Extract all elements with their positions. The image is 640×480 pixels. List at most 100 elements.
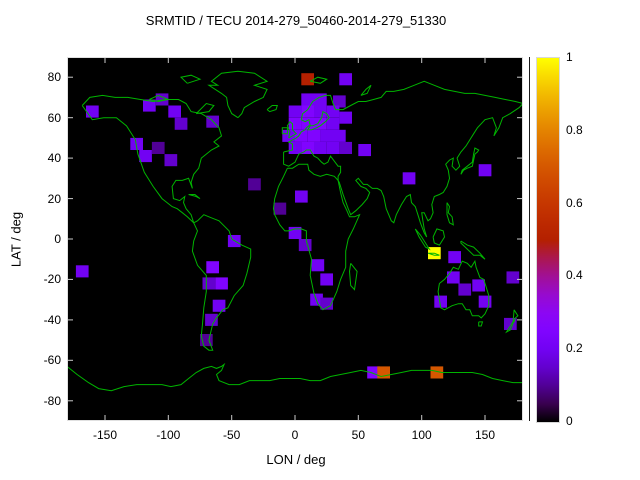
data-cell	[402, 172, 416, 185]
coastline	[309, 76, 328, 84]
data-cell	[358, 144, 371, 157]
coastline	[179, 74, 202, 84]
coastline	[66, 362, 523, 392]
data-cell	[472, 279, 485, 292]
data-cell	[143, 99, 156, 112]
data-cell	[339, 73, 352, 86]
data-cell	[273, 202, 287, 215]
data-cell	[447, 271, 460, 284]
x-axis-label: LON / deg	[266, 452, 326, 467]
x-tick-label: 150	[474, 428, 496, 442]
data-cell	[155, 93, 169, 106]
y-tick-label: 80	[47, 70, 61, 85]
x-tick-label: -150	[92, 428, 118, 442]
separator-line	[529, 57, 530, 421]
coastline	[149, 94, 171, 103]
data-cell	[326, 141, 340, 154]
coastline	[81, 94, 223, 225]
data-cell	[314, 117, 327, 130]
data-cell	[314, 105, 327, 118]
data-cell	[130, 137, 143, 150]
coastline	[446, 202, 454, 226]
coastline	[460, 240, 486, 260]
y-tick-label: 20	[47, 191, 61, 206]
data-cell	[151, 141, 165, 154]
colorbar-tick-label: 0	[566, 414, 573, 428]
data-cell	[326, 117, 340, 130]
colorbar	[536, 57, 560, 423]
coastline	[478, 321, 484, 327]
coastline	[460, 147, 480, 175]
data-cell	[301, 73, 314, 86]
data-cell	[75, 265, 89, 278]
coastline	[360, 84, 372, 96]
data-cell	[339, 141, 352, 154]
data-cell	[288, 105, 302, 118]
data-cell	[307, 129, 321, 142]
coastline	[283, 80, 524, 238]
data-cell	[212, 299, 226, 312]
data-cell	[206, 261, 219, 274]
data-cell	[202, 277, 216, 290]
data-cell	[168, 105, 181, 118]
data-cell	[311, 259, 325, 272]
data-cell	[295, 190, 308, 203]
y-axis-label: LAT / deg	[8, 211, 24, 268]
coastline	[195, 102, 215, 115]
data-cell	[434, 295, 447, 308]
y-tick-label: -20	[43, 272, 61, 287]
data-cell	[301, 117, 314, 130]
x-tick-label: 50	[351, 428, 365, 442]
y-tick-label: 40	[47, 151, 61, 166]
coastline	[272, 163, 361, 311]
data-cell	[333, 129, 346, 142]
colorbar-tick-label: 1	[566, 50, 573, 64]
data-cell	[298, 239, 312, 252]
coastline	[414, 228, 431, 251]
data-cell	[301, 105, 314, 118]
data-cell	[458, 283, 472, 296]
data-cell	[314, 141, 327, 154]
colorbar-tick-label: 0.2	[566, 341, 583, 356]
data-cell	[288, 117, 302, 130]
data-cell	[301, 93, 314, 106]
data-cell	[295, 129, 308, 142]
coastline	[188, 194, 201, 200]
coastline	[505, 309, 519, 334]
data-cell	[86, 105, 99, 118]
data-cell	[215, 277, 228, 290]
colorbar-tick-label: 0.8	[566, 122, 583, 137]
data-cell	[288, 141, 302, 154]
data-cell	[430, 366, 444, 379]
plot-frame	[67, 57, 523, 421]
data-cell	[139, 150, 152, 163]
coastline	[286, 120, 298, 139]
map-svg	[66, 57, 524, 421]
chart-title: SRMTID / TECU 2014-279_50460-2014-279_51…	[145, 13, 447, 28]
data-cell	[478, 164, 492, 177]
x-tick-label: -100	[156, 428, 181, 442]
data-cell	[333, 95, 346, 108]
colorbar-tick-label: 0.6	[566, 195, 583, 210]
x-tick-label: 0	[291, 428, 299, 442]
y-tick-label: -40	[43, 312, 61, 327]
colorbar-tick-label: 0.4	[566, 268, 583, 283]
y-tick-label: -60	[43, 353, 61, 368]
data-cell	[248, 178, 261, 191]
data-cell	[320, 273, 333, 286]
y-tick-label: -80	[43, 393, 61, 408]
coastline	[437, 259, 490, 319]
data-cell	[377, 366, 390, 379]
coastline	[348, 262, 358, 291]
data-cell	[339, 111, 352, 124]
coastline	[191, 214, 252, 351]
data-cell	[320, 297, 333, 310]
data-cell	[320, 129, 333, 142]
y-tick-label: 60	[47, 110, 61, 125]
map-plot	[66, 57, 524, 421]
data-cell	[478, 295, 492, 308]
coastline	[207, 70, 269, 119]
coastline	[432, 228, 446, 246]
coastline	[266, 105, 278, 113]
